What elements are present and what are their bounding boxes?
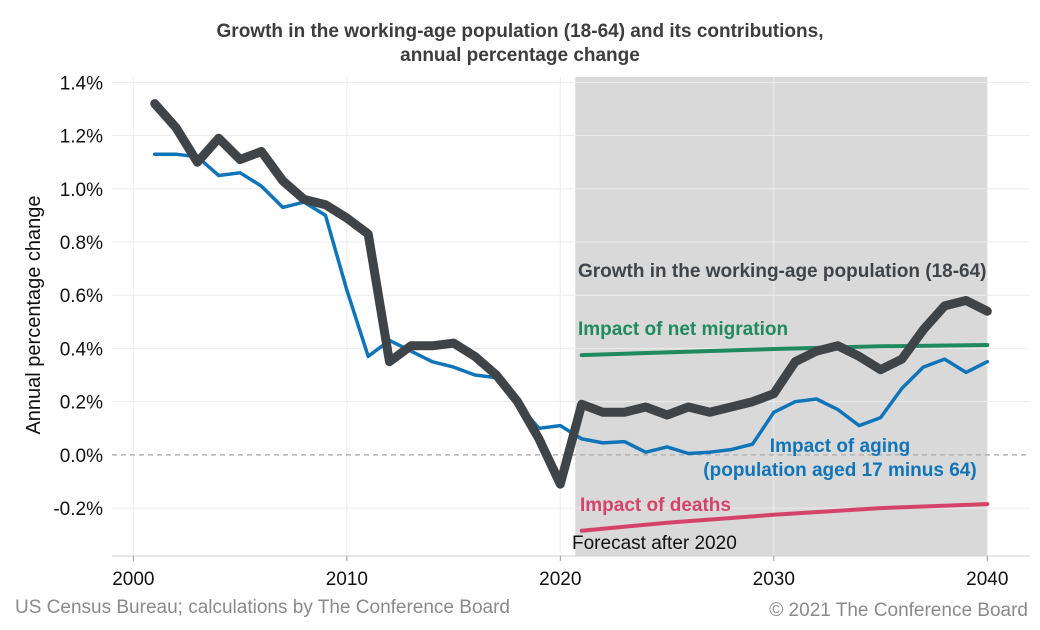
x-tick-label: 2030 xyxy=(753,569,795,590)
y-tick-label: 1.2% xyxy=(60,127,103,148)
x-tick-label: 2010 xyxy=(326,569,368,590)
x-tick-label: 2020 xyxy=(539,569,581,590)
chart-title-line-2: annual percentage change xyxy=(400,45,640,66)
forecast-label: Forecast after 2020 xyxy=(572,533,737,554)
source-note: US Census Bureau; calculations by The Co… xyxy=(15,597,510,618)
label-aging-line-2: (population aged 17 minus 64) xyxy=(703,460,976,481)
copyright-note: © 2021 The Conference Board xyxy=(769,600,1028,621)
label-aging-line-1: Impact of aging xyxy=(770,436,910,457)
y-tick-label: 0.0% xyxy=(60,446,103,467)
label-net-migration: Impact of net migration xyxy=(578,319,788,340)
series-line-growth xyxy=(150,99,992,489)
series-line-deaths xyxy=(579,502,990,533)
y-tick-label: 1.0% xyxy=(60,180,103,201)
x-tick-label: 2040 xyxy=(966,569,1008,590)
chart-title-line-1: Growth in the working-age population (18… xyxy=(217,21,824,42)
y-tick-label: 0.8% xyxy=(60,233,103,254)
y-tick-label: 0.2% xyxy=(60,393,103,414)
y-tick-label: 1.4% xyxy=(60,73,103,94)
y-axis-label: Annual percentage change xyxy=(23,195,45,434)
y-tick-label: -0.2% xyxy=(53,499,103,520)
forecast-shading xyxy=(575,77,988,556)
y-tick-label: 0.6% xyxy=(60,286,103,307)
plot-area: 1.4% 1.2% 1.0% 0.8% 0.6% 0.4% 0.2% 0.0% -0.2% 200… xyxy=(53,73,1030,590)
y-tick-label: 0.4% xyxy=(60,339,103,360)
x-tick-label: 2000 xyxy=(112,569,154,590)
label-deaths: Impact of deaths xyxy=(580,495,731,516)
label-growth: Growth in the working-age population (18… xyxy=(578,261,987,282)
